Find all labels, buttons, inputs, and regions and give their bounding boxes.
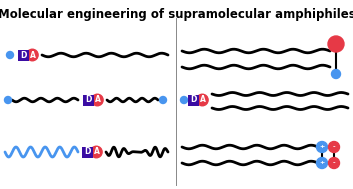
Text: A: A — [30, 50, 36, 60]
Text: D: D — [20, 50, 27, 60]
Text: -: - — [333, 160, 335, 166]
Circle shape — [197, 94, 208, 106]
Circle shape — [91, 146, 102, 158]
Circle shape — [180, 97, 187, 104]
Circle shape — [317, 157, 328, 169]
FancyBboxPatch shape — [188, 94, 199, 105]
Text: +: + — [319, 145, 325, 149]
Circle shape — [331, 70, 341, 78]
Circle shape — [6, 51, 13, 59]
Circle shape — [329, 157, 340, 169]
FancyBboxPatch shape — [83, 94, 94, 105]
FancyBboxPatch shape — [18, 50, 29, 60]
Text: D: D — [86, 95, 92, 105]
Circle shape — [5, 97, 12, 104]
Text: A: A — [95, 95, 101, 105]
Text: Molecular engineering of supramolecular amphiphiles: Molecular engineering of supramolecular … — [0, 8, 353, 21]
Circle shape — [329, 142, 340, 153]
Text: +: + — [319, 160, 325, 166]
Text: A: A — [200, 95, 206, 105]
Text: -: - — [333, 145, 335, 149]
Circle shape — [317, 142, 328, 153]
Text: A: A — [94, 147, 100, 156]
Text: D: D — [191, 95, 197, 105]
Text: D: D — [85, 147, 91, 156]
FancyBboxPatch shape — [82, 146, 93, 157]
Circle shape — [91, 94, 103, 106]
Circle shape — [160, 97, 167, 104]
Circle shape — [328, 36, 344, 52]
Circle shape — [26, 49, 38, 61]
